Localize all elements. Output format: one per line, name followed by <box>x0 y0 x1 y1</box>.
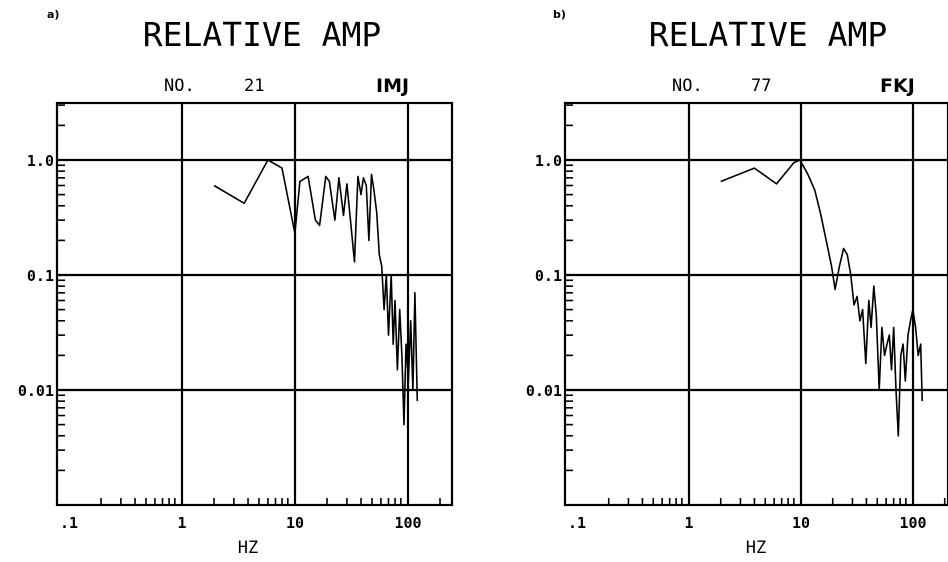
panel-label: a) <box>47 8 59 21</box>
x-tick-label: 10 <box>286 514 304 532</box>
amplitude-spectrum-line <box>213 159 419 426</box>
plot-frame <box>563 101 948 507</box>
y-tick-label: 0.1 <box>27 267 54 285</box>
chart-title: RELATIVE AMP <box>649 15 887 54</box>
station-code: FKJ <box>880 75 915 97</box>
chart-panel-b: b) RELATIVE AMP NO. 77 FKJ 1.0 0.1 0.01 .1 1 10 100… <box>526 8 948 558</box>
x-tick-label: .1 <box>568 514 586 532</box>
record-number-label: NO. <box>164 76 195 96</box>
x-tick-label: .1 <box>60 514 78 532</box>
y-tick-label: 1.0 <box>27 152 54 170</box>
x-axis-label: HZ <box>746 538 766 558</box>
plot-frame <box>55 101 454 507</box>
x-axis-label: HZ <box>238 538 258 558</box>
chart-title: RELATIVE AMP <box>143 15 381 54</box>
y-tick-label: 0.01 <box>526 382 562 400</box>
x-tick-label: 100 <box>394 514 421 532</box>
chart-panel-a: a) RELATIVE AMP NO. 21 IMJ 1.0 0.1 0.01 .1 1 10 100… <box>18 8 454 558</box>
x-tick-label: 100 <box>899 514 926 532</box>
panel-label: b) <box>553 8 566 21</box>
record-number-value: 21 <box>244 76 264 96</box>
x-tick-label: 1 <box>177 514 186 532</box>
record-number-value: 77 <box>751 76 771 96</box>
x-tick-label: 1 <box>684 514 693 532</box>
y-tick-label: 0.01 <box>18 382 54 400</box>
record-number-label: NO. <box>672 76 703 96</box>
x-tick-label: 10 <box>792 514 810 532</box>
amplitude-spectrum-line <box>720 159 923 437</box>
y-tick-label: 1.0 <box>535 152 562 170</box>
station-code: IMJ <box>376 75 409 97</box>
y-tick-label: 0.1 <box>535 267 562 285</box>
